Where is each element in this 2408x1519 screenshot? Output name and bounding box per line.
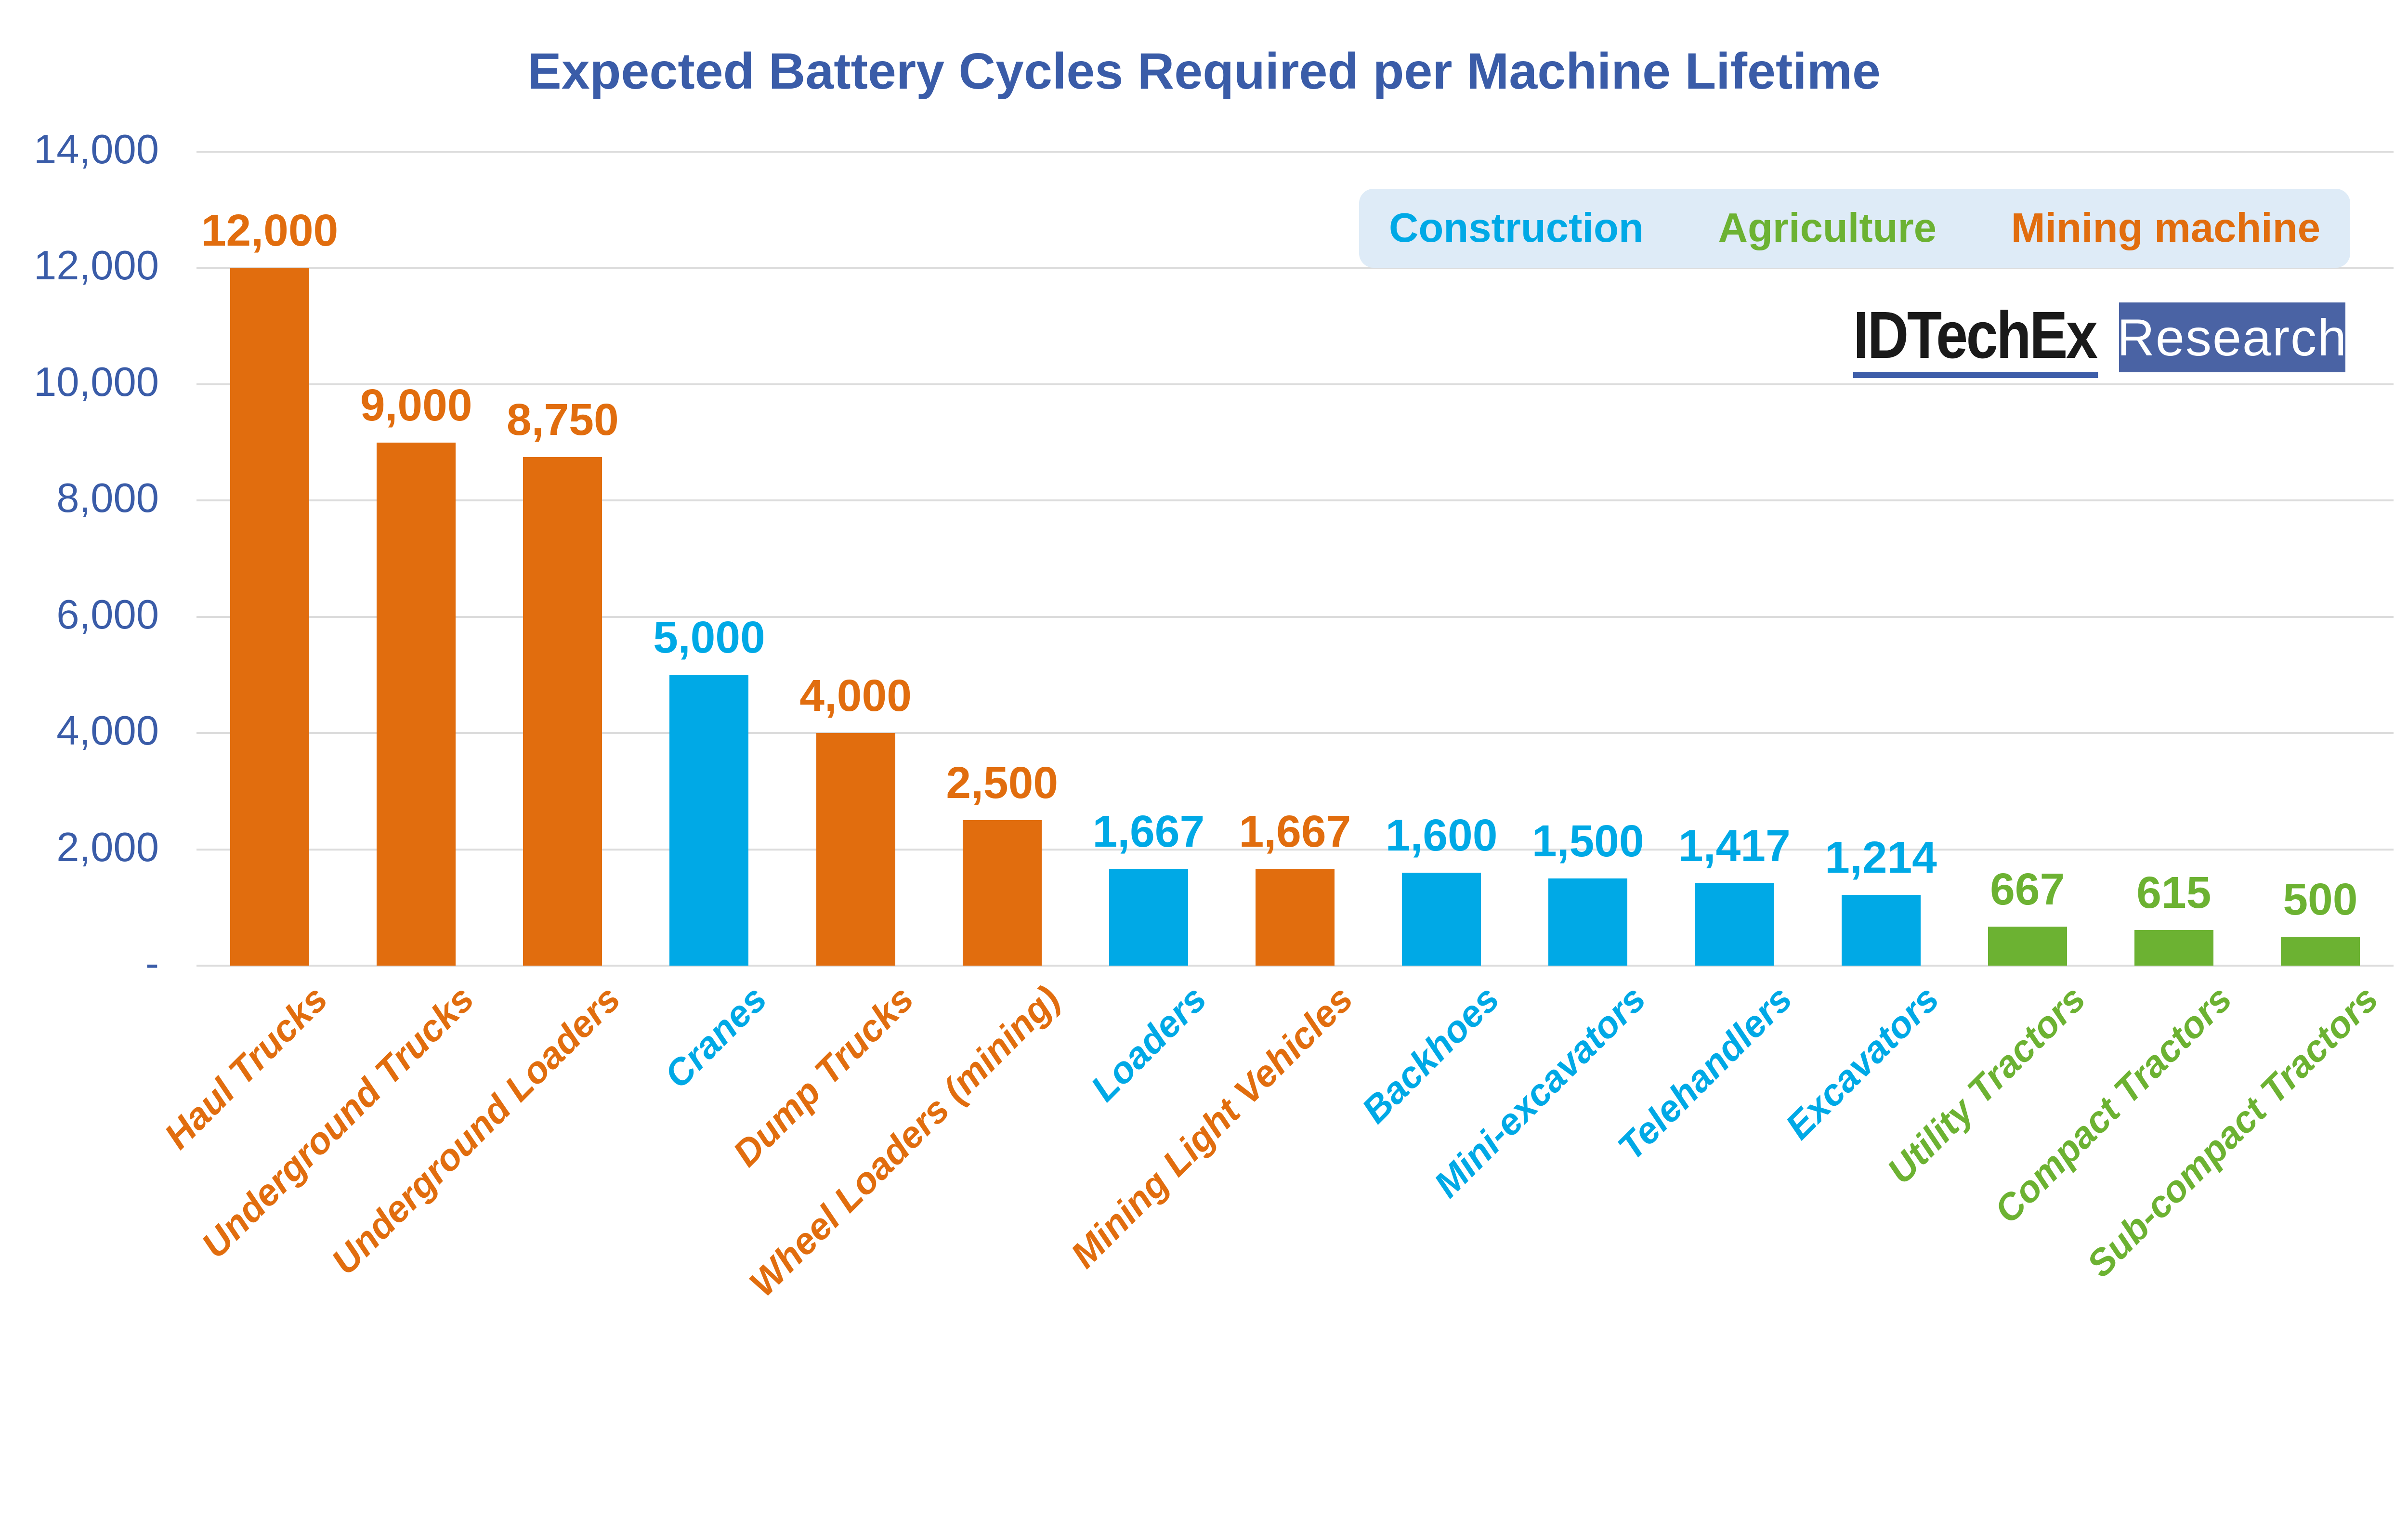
legend-item-agriculture: Agriculture: [1718, 205, 1937, 251]
bar-mini-excavators: [1548, 878, 1628, 966]
gridline-2000: [196, 848, 2394, 851]
bar-value-label: 1,667: [1239, 806, 1351, 856]
bar-telehandlers: [1695, 883, 1774, 966]
bar-compact-tractors: [2134, 930, 2213, 966]
x-category-label: Telehandlers: [1610, 978, 1800, 1168]
gridline-12000: [196, 267, 2394, 269]
y-axis-tick-label: 6,000: [56, 591, 159, 638]
bar-sub-compact-tractors: [2280, 936, 2360, 966]
bar-value-label: 4,000: [799, 670, 912, 721]
bar-value-label: 1,600: [1385, 810, 1498, 860]
gridline-6000: [196, 615, 2394, 618]
gridline-14000: [196, 151, 2394, 153]
bar-underground-trucks: [377, 442, 456, 966]
bar-backhoes: [1402, 872, 1481, 966]
x-category-label: Compact Tractors: [1986, 978, 2240, 1231]
bar-value-label: 667: [1990, 864, 2065, 915]
x-category-label: Underground Loaders: [324, 978, 628, 1283]
bar-value-label: 5,000: [653, 612, 765, 663]
bar-value-label: 500: [2283, 874, 2358, 924]
y-axis-tick-label: 10,000: [34, 359, 159, 405]
x-category-label: Wheel Loaders (mining): [741, 978, 1068, 1305]
bar-cranes: [669, 675, 749, 966]
bar-value-label: 1,214: [1825, 832, 1937, 883]
x-category-label: Mini-excavators: [1426, 978, 1654, 1206]
gridline-4000: [196, 732, 2394, 734]
bar-value-label: 2,500: [946, 758, 1059, 808]
y-axis-tick-label: 2,000: [56, 824, 159, 870]
x-category-label: Loaders: [1083, 978, 1215, 1110]
y-axis-tick-label: 14,000: [34, 127, 159, 173]
bar-value-label: 9,000: [360, 380, 472, 430]
bar-loaders: [1109, 868, 1188, 966]
x-category-label: Excavators: [1777, 978, 1947, 1148]
bar-value-label: 1,417: [1678, 820, 1791, 871]
legend-item-construction: Construction: [1389, 205, 1644, 251]
gridline-10000: [196, 383, 2394, 385]
y-axis-tick-label: 4,000: [56, 708, 159, 754]
gridline-0: [196, 965, 2394, 967]
y-axis-tick-label: 8,000: [56, 475, 159, 522]
bar-value-label: 8,750: [506, 394, 619, 445]
idtechex-logo: IDTechEx Research: [1853, 302, 2346, 382]
bar-haul-trucks: [230, 268, 310, 966]
x-category-label: Utility Tractors: [1879, 978, 2094, 1192]
idtechex-brand-text: IDTechEx: [1853, 302, 2098, 378]
chart-legend: Construction Agriculture Mining machine: [1359, 189, 2350, 268]
bar-value-label: 12,000: [201, 205, 339, 256]
x-category-label: Cranes: [656, 978, 775, 1097]
y-axis-tick-label: 12,000: [34, 243, 159, 289]
x-category-label: Sub-compact Tractors: [2079, 978, 2386, 1285]
y-axis-tick-label: -: [145, 941, 159, 987]
chart-title: Expected Battery Cycles Required per Mac…: [527, 43, 1881, 100]
bar-value-label: 1,500: [1531, 815, 1644, 866]
x-category-label: Mining Light Vehicles: [1063, 978, 1361, 1276]
bar-excavators: [1841, 895, 1921, 966]
bar-value-label: 1,667: [1092, 806, 1205, 856]
legend-item-mining: Mining machine: [2011, 205, 2320, 251]
bar-mining-light-vehicles: [1256, 868, 1335, 966]
bar-utility-tractors: [1988, 927, 2067, 966]
gridline-8000: [196, 499, 2394, 502]
x-category-label: Backhoes: [1354, 978, 1507, 1131]
x-category-label: Dump Trucks: [725, 978, 922, 1175]
bar-value-label: 615: [2136, 867, 2212, 917]
idtechex-research-badge: Research: [2117, 302, 2346, 372]
bar-wheel-loaders-mining-: [962, 820, 1042, 966]
battery-cycles-bar-chart: Expected Battery Cycles Required per Mac…: [34, 43, 2394, 1305]
bar-dump-trucks: [816, 733, 895, 966]
bar-underground-loaders: [523, 457, 602, 966]
